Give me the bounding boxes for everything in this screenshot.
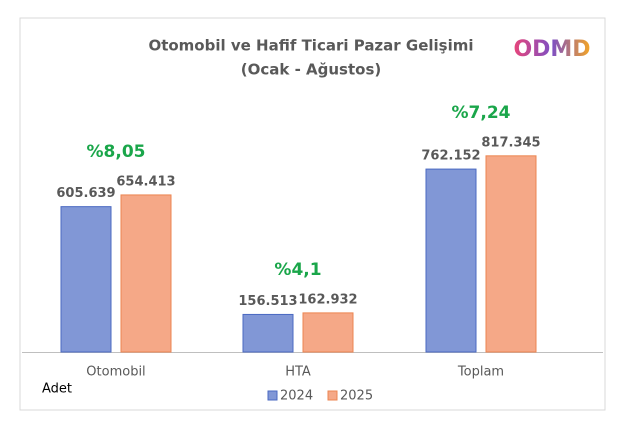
chart-subtitle: (Ocak - Ağustos)	[241, 61, 381, 79]
bar	[302, 312, 354, 353]
value-label: 605.639	[56, 186, 115, 201]
value-label: 162.932	[298, 292, 357, 307]
bar	[60, 206, 112, 353]
x-tick-label: Otomobil	[86, 365, 145, 380]
chart-title: Otomobil ve Hafif Ticari Pazar Gelişimi	[148, 37, 473, 55]
legend-label: 2024	[280, 389, 313, 404]
value-label: 817.345	[481, 135, 540, 150]
annotation: %7,24	[452, 103, 511, 123]
x-tick-label: HTA	[285, 365, 311, 380]
annotation: %4,1	[274, 260, 321, 280]
bar	[120, 194, 172, 353]
y-axis-label: Adet	[42, 382, 72, 397]
legend-label: 2025	[340, 389, 373, 404]
bar	[242, 313, 294, 353]
legend-swatch	[327, 390, 338, 401]
bar	[485, 155, 537, 353]
bar	[425, 168, 477, 353]
logo: ODMD	[513, 37, 590, 62]
value-label: 156.513	[238, 294, 297, 309]
annotation: %8,05	[87, 142, 146, 162]
value-label: 762.152	[421, 149, 480, 164]
legend-swatch	[267, 390, 278, 401]
value-label: 654.413	[116, 174, 175, 189]
x-tick-label: Toplam	[457, 365, 504, 380]
